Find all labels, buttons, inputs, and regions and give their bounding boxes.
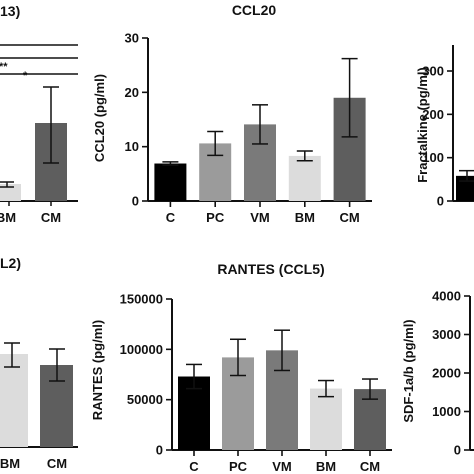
- panel-title: CCL20: [232, 2, 277, 18]
- panel-sdf1: SDF-1a/b (pg/ml) 0 1000 2000 3000 4000: [401, 289, 474, 458]
- y-tick-label: 0: [156, 443, 163, 458]
- y-tick-label: 20: [125, 85, 139, 100]
- panel-fractalkine: Fractalkine (pg/ml) 0 100 200 300: [415, 45, 474, 209]
- y-tick-label: 3000: [432, 327, 461, 342]
- y-tick-label: 2000: [432, 366, 461, 381]
- y-axis-label: SDF-1a/b (pg/ml): [401, 319, 416, 422]
- category-label: VM: [272, 459, 292, 474]
- category-label: C: [166, 210, 176, 225]
- y-tick-label: 30: [125, 31, 139, 46]
- category-label: CM: [339, 210, 359, 225]
- category-label: PC: [229, 459, 248, 474]
- category-label: BM: [316, 459, 336, 474]
- category-label: CM: [41, 210, 61, 225]
- y-tick-label: 10: [125, 139, 139, 154]
- category-label: CM: [47, 456, 67, 471]
- category-label: BM: [295, 210, 315, 225]
- bar-bm: [0, 184, 21, 201]
- category-label: PC: [206, 210, 225, 225]
- panel-title: 13): [0, 3, 20, 19]
- y-tick-label: 200: [422, 107, 444, 122]
- panel-rantes: RANTES (CCL5) RANTES (pg/ml) 0 50000 10000…: [90, 261, 392, 474]
- significance-label: *: [23, 70, 28, 82]
- bar: [456, 175, 474, 201]
- bar: [288, 155, 321, 201]
- y-tick-label: 4000: [432, 289, 461, 304]
- category-label: BM: [0, 456, 20, 471]
- bar-bm: [0, 354, 28, 447]
- category-label: CM: [360, 459, 380, 474]
- y-tick-label: 100: [422, 150, 444, 165]
- y-tick-label: 0: [132, 194, 139, 209]
- panel-partial-bottom-left: L2) BM CM: [0, 255, 78, 471]
- bar: [310, 388, 342, 450]
- panel-partial-top-left: 13) ** * BM CM: [0, 3, 78, 225]
- y-axis-label: RANTES (pg/ml): [90, 320, 105, 420]
- significance-label: **: [0, 61, 8, 73]
- y-tick-label: 50000: [127, 392, 163, 407]
- bar: [154, 163, 187, 201]
- y-tick-label: 0: [437, 194, 444, 209]
- category-label: VM: [250, 210, 270, 225]
- y-axis-label: CCL20 (pg/ml): [92, 74, 107, 162]
- panel-title: L2): [0, 255, 21, 271]
- y-tick-label: 0: [454, 443, 461, 458]
- panel-ccl20: CCL20 CCL20 (pg/ml) 0 10 20 30 C PC VM BM CM: [92, 2, 372, 225]
- category-label: C: [189, 459, 199, 474]
- panel-title: RANTES (CCL5): [217, 261, 324, 277]
- y-axis-label: Fractalkine (pg/ml): [415, 67, 430, 183]
- y-tick-label: 1000: [432, 404, 461, 419]
- y-tick-label: 150000: [120, 292, 163, 307]
- y-tick-label: 100000: [120, 342, 163, 357]
- y-tick-label: 300: [422, 64, 444, 79]
- category-label: BM: [0, 210, 16, 225]
